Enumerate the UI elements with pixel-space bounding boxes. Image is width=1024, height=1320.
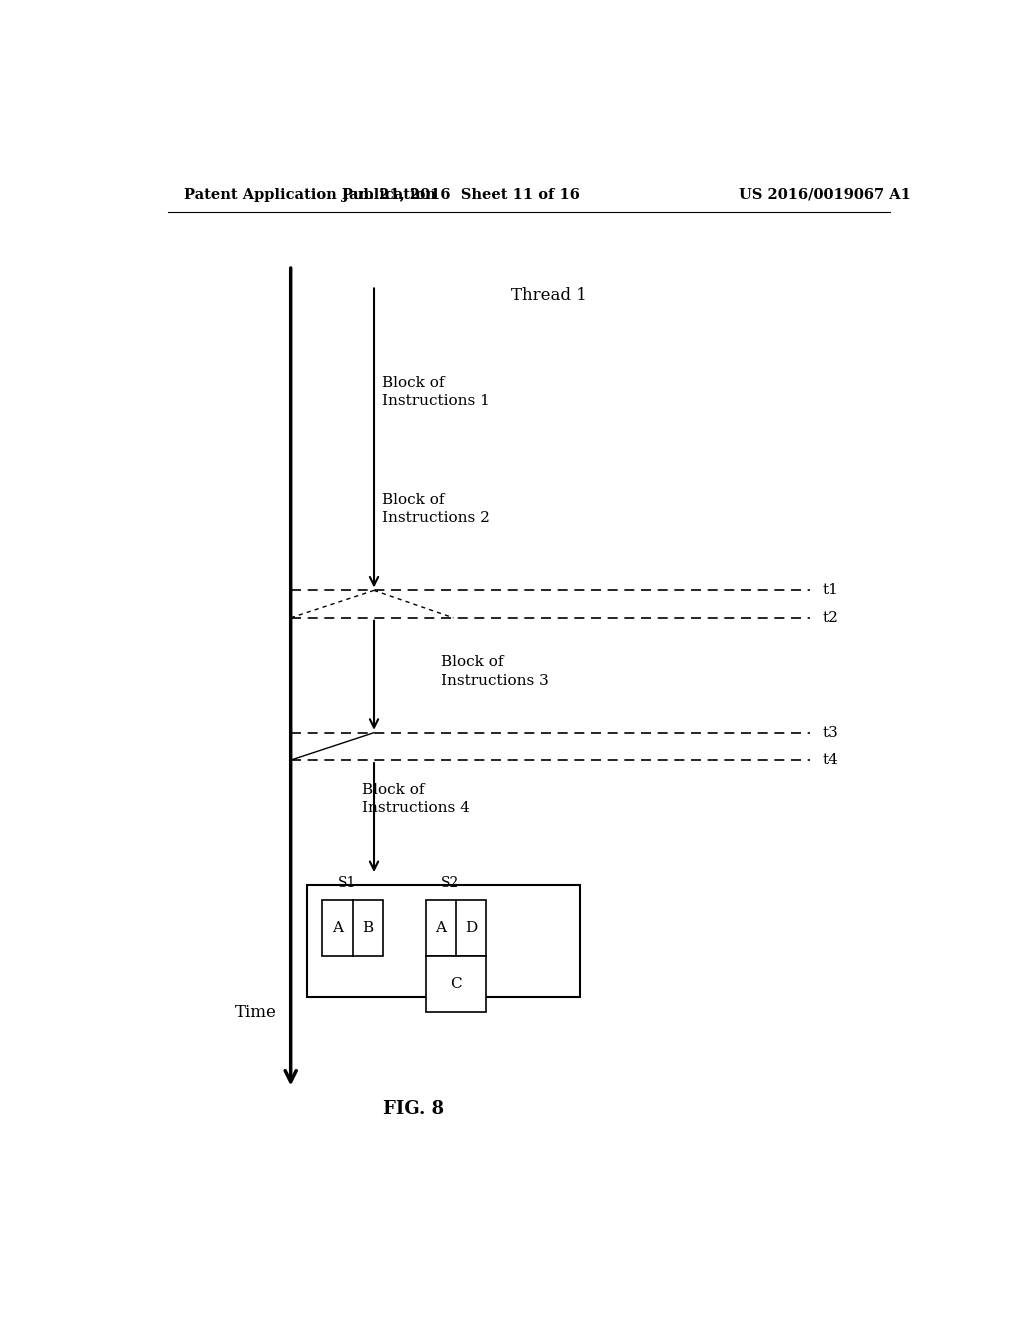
Text: Time: Time	[236, 1003, 278, 1020]
Text: t1: t1	[822, 583, 839, 598]
Text: S2: S2	[440, 876, 459, 890]
Text: Block of
Instructions 1: Block of Instructions 1	[382, 376, 489, 408]
Text: t3: t3	[822, 726, 839, 739]
Text: A: A	[332, 921, 343, 936]
Text: A: A	[435, 921, 446, 936]
Text: S1: S1	[338, 876, 356, 890]
Bar	[426, 900, 486, 956]
Bar	[306, 886, 581, 997]
Text: B: B	[362, 921, 373, 936]
Text: t4: t4	[822, 754, 839, 767]
Text: Jan. 21, 2016  Sheet 11 of 16: Jan. 21, 2016 Sheet 11 of 16	[342, 187, 581, 202]
Text: Block of
Instructions 3: Block of Instructions 3	[441, 656, 549, 688]
Text: Patent Application Publication: Patent Application Publication	[183, 187, 435, 202]
Bar	[426, 956, 486, 1012]
Text: Block of
Instructions 4: Block of Instructions 4	[362, 783, 470, 814]
Text: US 2016/0019067 A1: US 2016/0019067 A1	[739, 187, 911, 202]
Text: t2: t2	[822, 611, 839, 624]
Bar	[323, 900, 383, 956]
Text: Block of
Instructions 2: Block of Instructions 2	[382, 492, 489, 525]
Text: FIG. 8: FIG. 8	[383, 1100, 444, 1118]
Text: Thread 1: Thread 1	[511, 288, 587, 304]
Text: C: C	[450, 977, 462, 991]
Text: D: D	[465, 921, 477, 936]
